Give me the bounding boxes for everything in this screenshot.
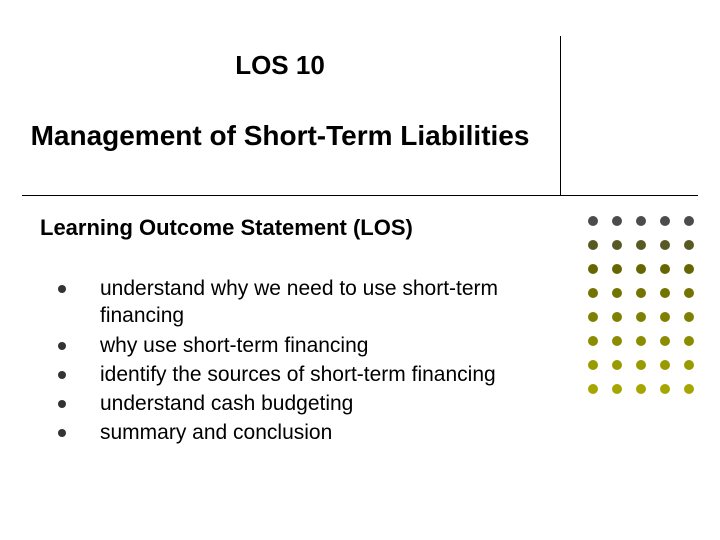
dot-grid-row bbox=[588, 216, 694, 226]
grid-dot bbox=[588, 264, 598, 274]
slide: LOS 10 Management of Short-Term Liabilit… bbox=[0, 0, 720, 540]
grid-dot bbox=[684, 264, 694, 274]
grid-dot bbox=[660, 288, 670, 298]
list-item: why use short-term financing bbox=[58, 332, 558, 359]
grid-dot bbox=[636, 264, 646, 274]
grid-dot bbox=[684, 216, 694, 226]
grid-dot bbox=[684, 360, 694, 370]
dot-grid-row bbox=[588, 240, 694, 250]
dot-grid-row bbox=[588, 384, 694, 394]
bullet-text: why use short-term financing bbox=[100, 332, 368, 359]
slide-title: Management of Short-Term Liabilities bbox=[0, 118, 560, 153]
list-item: summary and conclusion bbox=[58, 419, 558, 446]
grid-dot bbox=[684, 240, 694, 250]
horizontal-rule bbox=[22, 195, 698, 196]
grid-dot bbox=[588, 216, 598, 226]
bullet-icon bbox=[58, 342, 66, 350]
grid-dot bbox=[636, 240, 646, 250]
grid-dot bbox=[636, 216, 646, 226]
grid-dot bbox=[636, 288, 646, 298]
grid-dot bbox=[612, 384, 622, 394]
grid-dot bbox=[684, 288, 694, 298]
grid-dot bbox=[612, 288, 622, 298]
grid-dot bbox=[588, 312, 598, 322]
dot-grid-row bbox=[588, 336, 694, 346]
los-number: LOS 10 bbox=[0, 50, 560, 81]
grid-dot bbox=[684, 384, 694, 394]
grid-dot bbox=[588, 360, 598, 370]
bullet-icon bbox=[58, 285, 66, 293]
grid-dot bbox=[588, 384, 598, 394]
grid-dot bbox=[612, 216, 622, 226]
grid-dot bbox=[636, 312, 646, 322]
bullet-text: summary and conclusion bbox=[100, 419, 332, 446]
grid-dot bbox=[612, 336, 622, 346]
bullet-icon bbox=[58, 429, 66, 437]
bullet-icon bbox=[58, 400, 66, 408]
grid-dot bbox=[588, 288, 598, 298]
dot-grid-row bbox=[588, 264, 694, 274]
grid-dot bbox=[660, 240, 670, 250]
bullet-icon bbox=[58, 371, 66, 379]
grid-dot bbox=[612, 240, 622, 250]
list-item: understand cash budgeting bbox=[58, 390, 558, 417]
bullet-text: identify the sources of short-term finan… bbox=[100, 361, 496, 388]
decorative-dot-grid bbox=[588, 216, 694, 408]
grid-dot bbox=[636, 360, 646, 370]
vertical-divider bbox=[560, 36, 561, 196]
grid-dot bbox=[636, 384, 646, 394]
grid-dot bbox=[660, 216, 670, 226]
grid-dot bbox=[588, 240, 598, 250]
bullet-list: understand why we need to use short-term… bbox=[58, 275, 558, 449]
grid-dot bbox=[684, 312, 694, 322]
dot-grid-row bbox=[588, 360, 694, 370]
grid-dot bbox=[684, 336, 694, 346]
subtitle: Learning Outcome Statement (LOS) bbox=[40, 215, 413, 241]
grid-dot bbox=[660, 312, 670, 322]
bullet-text: understand why we need to use short-term… bbox=[100, 275, 558, 330]
grid-dot bbox=[660, 384, 670, 394]
grid-dot bbox=[612, 264, 622, 274]
dot-grid-row bbox=[588, 288, 694, 298]
grid-dot bbox=[588, 336, 598, 346]
list-item: understand why we need to use short-term… bbox=[58, 275, 558, 330]
dot-grid-row bbox=[588, 312, 694, 322]
bullet-text: understand cash budgeting bbox=[100, 390, 353, 417]
grid-dot bbox=[660, 336, 670, 346]
grid-dot bbox=[612, 312, 622, 322]
grid-dot bbox=[612, 360, 622, 370]
grid-dot bbox=[636, 336, 646, 346]
grid-dot bbox=[660, 264, 670, 274]
grid-dot bbox=[660, 360, 670, 370]
list-item: identify the sources of short-term finan… bbox=[58, 361, 558, 388]
